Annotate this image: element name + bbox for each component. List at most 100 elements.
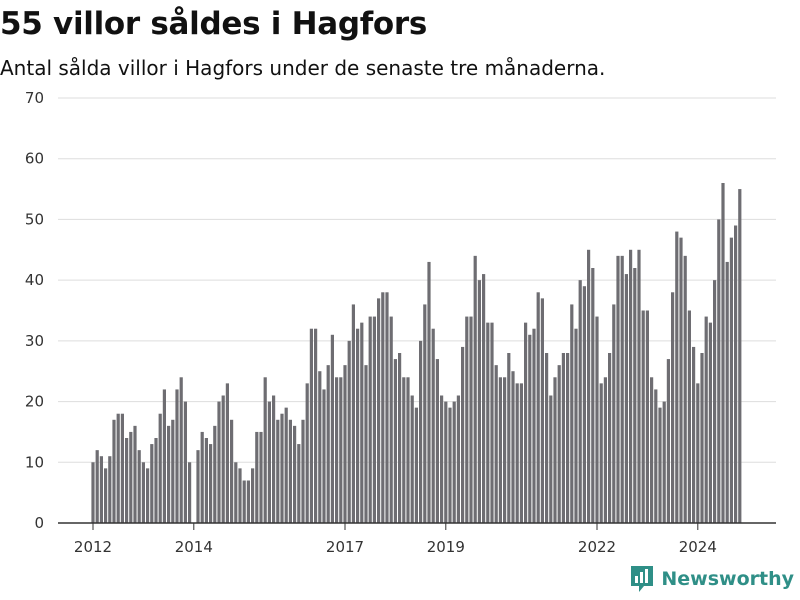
bar (448, 407, 452, 523)
bar (230, 419, 234, 523)
bar (624, 274, 628, 523)
x-tick-label: 2012 (74, 538, 112, 556)
bar (666, 359, 670, 523)
bar (246, 480, 250, 523)
x-tick-label: 2024 (679, 538, 717, 556)
bar (314, 328, 318, 523)
bar (557, 365, 561, 523)
bar (414, 407, 418, 523)
bar (402, 377, 406, 523)
bar (435, 359, 439, 523)
bar (431, 328, 435, 523)
bar (330, 334, 334, 523)
bar (154, 438, 158, 523)
bar (385, 292, 389, 523)
bar (561, 353, 565, 523)
bar (183, 401, 187, 523)
bar (389, 316, 393, 523)
bar (221, 395, 225, 523)
bar (398, 353, 402, 523)
bar (704, 316, 708, 523)
bar (444, 401, 448, 523)
x-tick-label: 2022 (578, 538, 616, 556)
bar (251, 468, 255, 523)
bar (578, 280, 582, 523)
bar (696, 383, 700, 523)
bar (204, 438, 208, 523)
bar (650, 377, 654, 523)
bar (679, 237, 683, 523)
newsworthy-logo-icon (631, 566, 654, 592)
bar (629, 249, 633, 524)
bar (616, 255, 620, 524)
bar (326, 365, 330, 523)
bar (419, 340, 423, 523)
bar (532, 328, 536, 523)
bar (427, 261, 431, 523)
bar (209, 444, 213, 523)
bar (339, 377, 343, 523)
bar (293, 425, 297, 523)
bar (511, 371, 515, 523)
bar (595, 316, 599, 523)
bar (301, 419, 305, 523)
y-tick-label: 40 (25, 271, 44, 289)
bar (125, 438, 129, 523)
brand-name: Newsworthy (661, 568, 794, 590)
bar (288, 419, 292, 523)
bar (452, 401, 456, 523)
bar (608, 353, 612, 523)
bar (280, 413, 284, 523)
bar (146, 468, 150, 523)
bar (423, 304, 427, 523)
bar (477, 280, 481, 523)
bar (641, 310, 645, 523)
bar (658, 407, 662, 523)
bar (406, 377, 410, 523)
bar (662, 401, 666, 523)
bar (738, 189, 742, 523)
bar (612, 304, 616, 523)
bar (507, 353, 511, 523)
bar (486, 322, 490, 523)
bar (188, 462, 192, 523)
bar (377, 298, 381, 523)
x-tick-label: 2017 (326, 538, 364, 556)
bar (515, 383, 519, 523)
bar (322, 389, 326, 523)
bar (566, 353, 570, 523)
bar (456, 395, 460, 523)
bar (259, 431, 263, 523)
bar (137, 450, 141, 523)
bars (91, 183, 742, 524)
bar (637, 249, 641, 524)
y-tick-label: 10 (25, 453, 44, 471)
bar (469, 316, 473, 523)
bar (599, 383, 603, 523)
bar (213, 425, 217, 523)
y-tick-label: 50 (25, 210, 44, 228)
bar (175, 389, 179, 523)
bar (528, 334, 532, 523)
bar (95, 450, 99, 523)
highlight-value-label: 55 (734, 0, 754, 4)
bar (196, 450, 200, 523)
bar (120, 413, 124, 523)
bar (347, 340, 351, 523)
bar (482, 274, 486, 523)
bar (465, 316, 469, 523)
bar (381, 292, 385, 523)
bar (343, 365, 347, 523)
bar (351, 304, 355, 523)
bar (734, 225, 738, 523)
bar (141, 462, 145, 523)
y-tick-label: 30 (25, 332, 44, 350)
bar (536, 292, 540, 523)
x-axis-ticks: 2012 2014 2017 2019 2022 2024 (74, 523, 717, 556)
bar (217, 401, 221, 523)
bar (393, 359, 397, 523)
bar (108, 456, 112, 523)
bar (549, 395, 553, 523)
bar (162, 389, 166, 523)
